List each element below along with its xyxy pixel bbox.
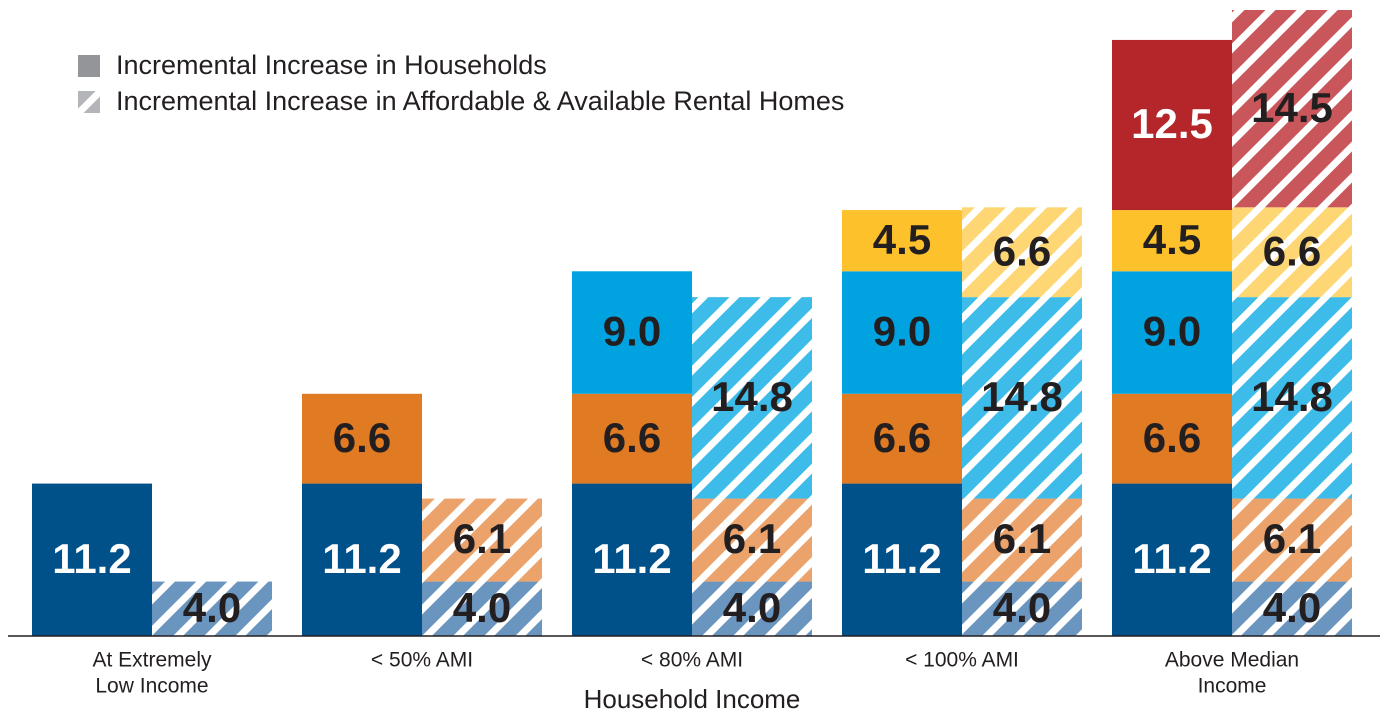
data-label: 4.0	[993, 584, 1051, 631]
bar-segment	[1112, 39, 1232, 211]
data-label: 14.8	[1251, 373, 1333, 420]
bar-segment	[1232, 498, 1352, 582]
x-tick-label: < 80% AMI	[641, 649, 743, 672]
bar-segment	[1112, 210, 1232, 272]
bar-segment	[32, 483, 152, 636]
bar-segment	[962, 498, 1082, 582]
data-label: 4.0	[723, 584, 781, 631]
bar-segment	[422, 581, 542, 636]
data-label: 4.5	[873, 216, 931, 263]
bar-segment	[962, 207, 1082, 298]
legend-swatch	[78, 91, 100, 113]
bar-segment	[572, 483, 692, 636]
bar-segment	[692, 581, 812, 636]
data-label: 9.0	[1143, 308, 1201, 355]
bar-segment	[152, 581, 272, 636]
data-label: 9.0	[873, 308, 931, 355]
data-label: 4.5	[1143, 216, 1201, 263]
data-label: 4.0	[453, 584, 511, 631]
data-label: 6.6	[993, 227, 1051, 274]
data-label: 11.2	[592, 535, 671, 582]
bar-segment	[1112, 271, 1232, 394]
data-label: 6.6	[333, 414, 391, 461]
data-label: 6.6	[603, 414, 661, 461]
x-tick-label: At Extremely	[92, 649, 212, 672]
legend-label: Incremental Increase in Households	[116, 50, 547, 80]
data-label: 4.0	[183, 584, 241, 631]
bar-segment	[1232, 297, 1352, 499]
x-tick-label: Income	[1198, 675, 1267, 698]
data-label: 6.6	[1263, 227, 1321, 274]
data-label: 6.6	[1143, 414, 1201, 461]
data-label: 9.0	[603, 308, 661, 355]
data-label: 12.5	[1131, 100, 1213, 147]
data-label: 11.2	[322, 535, 401, 582]
bar-segment	[692, 297, 812, 499]
bar-segment	[842, 483, 962, 636]
data-label: 6.6	[873, 414, 931, 461]
data-label: 6.1	[723, 515, 781, 562]
legend-swatch	[78, 55, 100, 77]
data-label: 14.8	[711, 373, 793, 420]
data-label: 6.1	[453, 515, 511, 562]
x-tick-label: < 100% AMI	[905, 649, 1019, 672]
legend-label: Incremental Increase in Affordable & Ava…	[116, 86, 844, 116]
bar-segment	[572, 271, 692, 394]
bar-segment	[1112, 393, 1232, 484]
data-label: 11.2	[1132, 535, 1211, 582]
data-label: 6.1	[1263, 515, 1321, 562]
x-tick-label: < 50% AMI	[371, 649, 473, 672]
bar-segment	[962, 297, 1082, 499]
data-label: 11.2	[862, 535, 941, 582]
bar-segment	[302, 393, 422, 484]
bar-segment	[422, 498, 542, 582]
x-tick-label: Low Income	[95, 675, 208, 698]
bar-segment	[692, 498, 812, 582]
bar-segment	[1232, 207, 1352, 298]
bar-segment	[1232, 10, 1352, 208]
data-label: 14.8	[981, 373, 1063, 420]
data-label: 11.2	[52, 535, 131, 582]
bar-segment	[302, 483, 422, 636]
bar-segment	[1232, 581, 1352, 636]
x-tick-label: Above Median	[1165, 649, 1299, 672]
data-label: 6.1	[993, 515, 1051, 562]
bar-segment	[572, 393, 692, 484]
bar-segment	[962, 581, 1082, 636]
data-label: 4.0	[1263, 584, 1321, 631]
bar-segment	[1112, 483, 1232, 636]
bar-segment	[842, 271, 962, 394]
x-axis-label: Household Income	[584, 684, 801, 714]
data-label: 14.5	[1251, 84, 1333, 131]
bar-segment	[842, 393, 962, 484]
bar-segment	[842, 210, 962, 272]
